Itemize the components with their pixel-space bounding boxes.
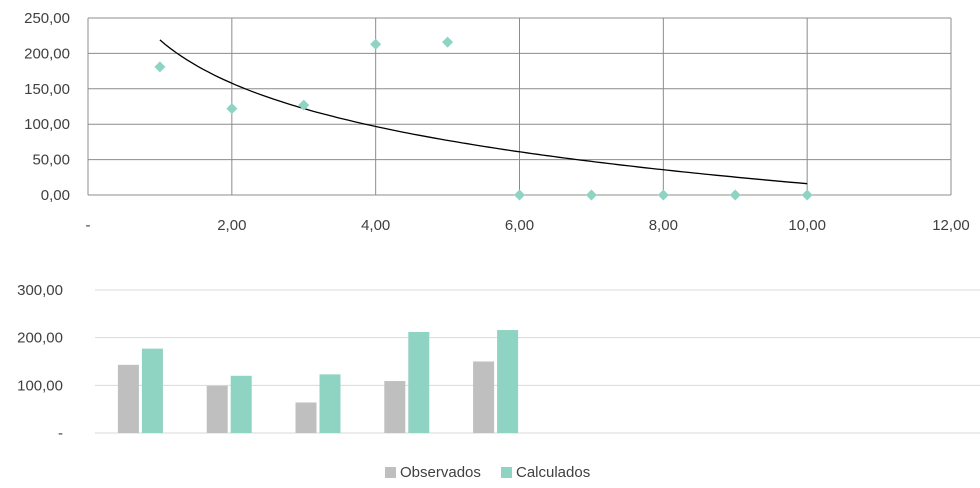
scatter-point [226,103,238,115]
scatter-point [657,189,669,201]
bar-y-tick-label: 300,00 [17,282,63,299]
scatter-point [442,36,454,48]
legend-swatch [501,467,512,478]
bar-y-tick-label: - [58,425,63,442]
bar-observados [473,361,495,433]
bar-calculados [319,374,341,433]
scatter-x-tick-label: 2,00 [217,217,246,234]
scatter-point [370,38,382,50]
scatter-x-tick-label: 12,00 [932,217,970,234]
bar-y-tick-label: 200,00 [17,330,63,347]
scatter-point [298,99,310,111]
scatter-point [729,189,741,201]
scatter-y-tick-label: 0,00 [41,187,70,204]
bar-y-tick-label: 100,00 [17,377,63,394]
bar-calculados [497,330,519,433]
scatter-y-tick-label: 150,00 [24,81,70,98]
scatter-point [154,61,166,73]
scatter-y-tick-label: 50,00 [32,152,70,169]
bar-calculados [141,348,163,433]
legend-label: Observados [400,464,481,481]
scatter-x-tick-label: 10,00 [788,217,826,234]
scatter-y-tick-label: 200,00 [24,45,70,62]
scatter-x-tick-label: 4,00 [361,217,390,234]
bar-observados [117,364,139,433]
scatter-trendline [159,39,808,185]
bar-calculados [230,375,252,433]
scatter-x-tick-label: 8,00 [649,217,678,234]
scatter-point [801,189,813,201]
scatter-point [585,189,597,201]
bar-observados [206,385,228,433]
scatter-chart: 0,00 50,00 100,00 150,00 200,00 250,00 - 2,00 4,… [24,10,970,234]
bar-observados [384,381,406,433]
bar-chart: - 100,00 200,00 300,00 Observados Calculados [17,282,980,481]
scatter-x-tick-label: - [86,217,91,234]
scatter-y-tick-label: 100,00 [24,116,70,133]
scatter-y-tick-label: 250,00 [24,10,70,27]
scatter-x-tick-label: 6,00 [505,217,534,234]
scatter-point [514,189,525,201]
legend-swatch [385,467,396,478]
legend-label: Calculados [516,464,590,481]
bar-calculados [408,331,430,433]
bar-observados [295,402,317,433]
